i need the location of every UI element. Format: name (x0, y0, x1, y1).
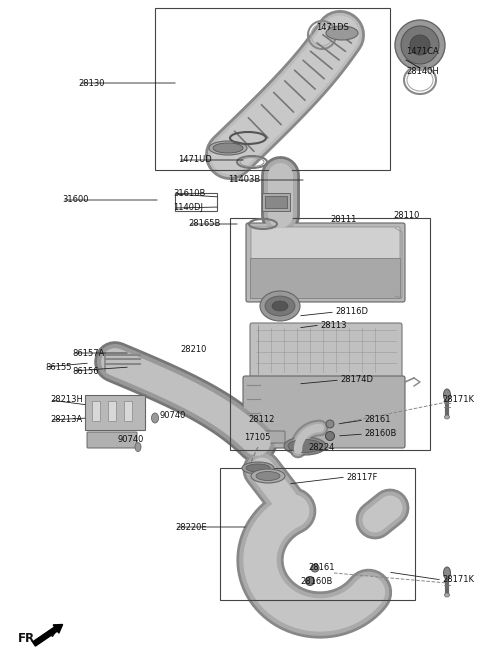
Text: 28171K: 28171K (442, 576, 474, 585)
Ellipse shape (325, 432, 335, 440)
Ellipse shape (265, 296, 295, 316)
Text: 90740: 90740 (160, 411, 186, 420)
Bar (230, 218, 430, 450)
Text: 28160B: 28160B (300, 578, 332, 587)
Text: 28111: 28111 (330, 215, 356, 225)
Text: 11403B: 11403B (228, 175, 260, 185)
FancyBboxPatch shape (251, 431, 285, 443)
Ellipse shape (288, 440, 322, 453)
Bar (92, 401, 100, 421)
Text: 28161: 28161 (308, 562, 335, 572)
Ellipse shape (260, 291, 300, 321)
Bar (85, 395, 145, 430)
Text: 28171K: 28171K (442, 396, 474, 405)
Text: 28116D: 28116D (335, 307, 368, 317)
Text: 1471DS: 1471DS (316, 24, 349, 32)
Bar (124, 401, 132, 421)
Ellipse shape (444, 567, 451, 579)
Text: 28224: 28224 (308, 443, 335, 453)
Ellipse shape (256, 472, 280, 480)
Ellipse shape (135, 443, 141, 451)
Text: 17105: 17105 (244, 432, 270, 442)
Ellipse shape (305, 576, 314, 585)
Text: 1140DJ: 1140DJ (173, 204, 203, 212)
Ellipse shape (311, 564, 319, 572)
Text: 28130: 28130 (78, 78, 105, 87)
Text: 90740: 90740 (118, 436, 144, 445)
Text: 1471UD: 1471UD (178, 156, 212, 164)
Text: 28213A: 28213A (50, 415, 82, 424)
Ellipse shape (246, 464, 270, 472)
Text: 86155: 86155 (45, 363, 72, 371)
Ellipse shape (284, 437, 326, 455)
Text: 28213H: 28213H (50, 396, 83, 405)
Bar (175, 193, 217, 211)
Ellipse shape (444, 593, 449, 597)
Bar (220, 468, 415, 600)
Text: 28140H: 28140H (406, 68, 439, 76)
Ellipse shape (152, 413, 158, 423)
Bar (108, 401, 116, 421)
Ellipse shape (213, 143, 243, 153)
Text: 28117F: 28117F (346, 472, 377, 482)
Text: 28160B: 28160B (364, 430, 396, 438)
FancyArrow shape (33, 625, 62, 646)
FancyBboxPatch shape (250, 323, 402, 377)
Text: 28220E: 28220E (175, 522, 206, 532)
Text: 86157A: 86157A (72, 348, 104, 357)
Ellipse shape (326, 26, 358, 40)
Text: 28110: 28110 (393, 210, 420, 219)
Text: 28161: 28161 (364, 415, 391, 424)
Ellipse shape (401, 26, 439, 64)
Ellipse shape (326, 420, 334, 428)
Ellipse shape (444, 415, 449, 419)
FancyBboxPatch shape (251, 227, 400, 259)
Bar (265, 196, 287, 208)
FancyBboxPatch shape (246, 223, 405, 302)
Text: 31600: 31600 (62, 196, 88, 204)
Ellipse shape (410, 35, 430, 55)
Ellipse shape (444, 389, 451, 401)
Ellipse shape (209, 141, 247, 155)
Ellipse shape (242, 462, 274, 474)
Ellipse shape (251, 469, 285, 483)
Text: 28113: 28113 (320, 321, 347, 330)
Text: 1471CA: 1471CA (406, 47, 439, 57)
FancyBboxPatch shape (87, 432, 137, 448)
Ellipse shape (395, 20, 445, 70)
Text: 86156: 86156 (72, 367, 98, 376)
Text: 28174D: 28174D (340, 376, 373, 384)
Text: 28165B: 28165B (188, 219, 220, 229)
Bar (250, 258, 400, 298)
FancyBboxPatch shape (243, 376, 405, 448)
Bar (155, 8, 390, 170)
Bar (262, 193, 290, 211)
Text: 31610B: 31610B (173, 189, 205, 198)
Text: FR.: FR. (18, 632, 40, 645)
Text: 28112: 28112 (248, 415, 275, 424)
Text: 28210: 28210 (180, 344, 206, 353)
Ellipse shape (272, 301, 288, 311)
